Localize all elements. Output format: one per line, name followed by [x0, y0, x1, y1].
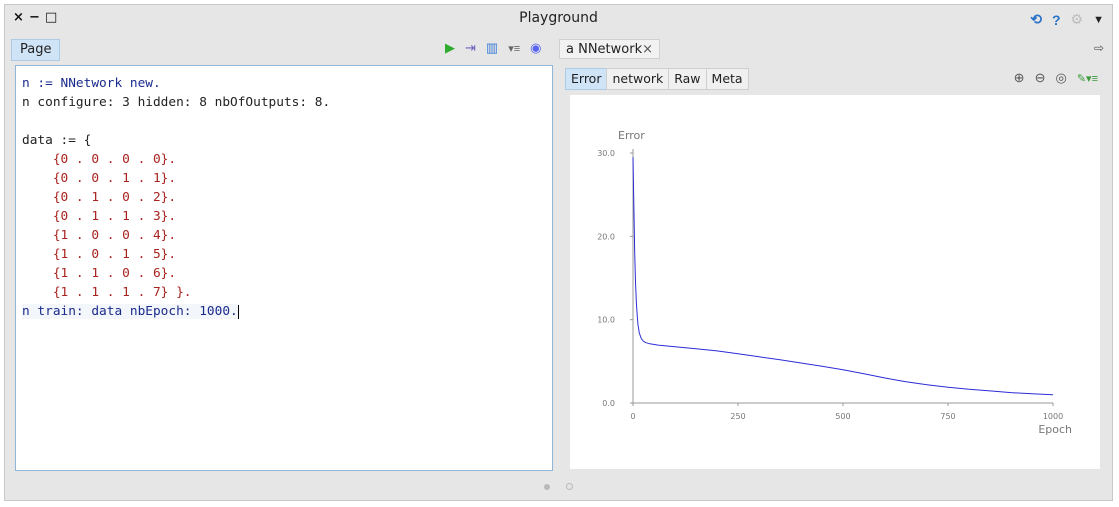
tab-nnetwork-label: a NNetwork [566, 42, 643, 57]
code-text: n := NNetwork new. n configure: 3 hidden… [22, 74, 330, 321]
code-line: {0 . 1 . 1 . 3}. [22, 209, 177, 224]
close-icon[interactable]: × [642, 42, 653, 57]
y-axis-label: Error [618, 129, 645, 142]
tab-network[interactable]: network [606, 68, 670, 90]
y-tick-label: 10.0 [597, 316, 615, 325]
playground-window: × − □ Playground ⟲ ? ⚙ ▼ Page ▶ ⇥ ▥ ▾≡ ◉… [4, 4, 1113, 501]
code-line: data := { [22, 133, 92, 148]
refresh-icon[interactable]: ⟲ [1030, 11, 1042, 27]
close-window-icon[interactable]: × [13, 10, 24, 25]
x-axis-label: Epoch [1038, 423, 1072, 436]
inspect-icon[interactable]: ⇥ [465, 40, 476, 55]
x-tick-label: 500 [835, 412, 850, 421]
zoom-reset-icon[interactable]: ◎ [1055, 70, 1067, 85]
tab-raw[interactable]: Raw [668, 68, 707, 90]
inspect-object-icon[interactable]: ⇨ [1093, 41, 1104, 55]
page-dot-active[interactable] [543, 484, 550, 490]
menu-icon[interactable]: ▾≡ [508, 42, 521, 55]
code-line: n := NNetwork new. [22, 76, 161, 91]
x-tick-label: 250 [730, 412, 745, 421]
tab-meta[interactable]: Meta [705, 68, 749, 90]
chevron-down-icon[interactable]: ▼ [1093, 13, 1104, 26]
minimize-window-icon[interactable]: − [29, 10, 40, 25]
zoom-out-icon[interactable]: ⊖ [1034, 70, 1046, 85]
code-line: n train: data nbEpoch: 1000. [22, 304, 239, 319]
run-icon[interactable]: ▶ [445, 40, 455, 55]
code-line: {0 . 1 . 0 . 2}. [22, 190, 177, 205]
title-bar: × − □ Playground ⟲ ? ⚙ ▼ [5, 5, 1112, 33]
tab-nnetwork[interactable]: a NNetwork × [559, 39, 660, 59]
code-line: {0 . 0 . 0 . 0}. [22, 152, 177, 167]
zoom-in-icon[interactable]: ⊕ [1013, 70, 1025, 85]
gear-icon[interactable]: ⚙ [1070, 11, 1084, 27]
tab-page[interactable]: Page [11, 39, 61, 61]
x-tick-label: 1000 [1043, 412, 1063, 421]
table-icon[interactable]: ▥ [485, 40, 499, 55]
x-tick-label: 0 [630, 412, 635, 421]
code-line: {0 . 0 . 1 . 1}. [22, 171, 177, 186]
y-tick-label: 20.0 [597, 232, 615, 241]
window-title: Playground [519, 10, 598, 26]
discord-icon[interactable]: ◉ [530, 40, 542, 55]
page-dot-inactive[interactable] [566, 483, 574, 490]
code-line: {1 . 0 . 1 . 5}. [22, 247, 177, 262]
options-icon[interactable]: ✎▾≡ [1076, 72, 1098, 85]
code-line: {1 . 1 . 1 . 7} }. [22, 285, 192, 300]
code-line: {1 . 0 . 0 . 4}. [22, 228, 177, 243]
help-icon[interactable]: ? [1051, 11, 1061, 28]
inspector-subtabs: Error network Raw Meta [565, 68, 749, 90]
maximize-window-icon[interactable]: □ [45, 10, 58, 25]
inspector-panel: Error network Raw Meta ⊕ ⊖ ◎ ✎▾≡ 0.0 10.0… [562, 65, 1106, 471]
tab-error[interactable]: Error [565, 68, 608, 90]
error-chart: 0.0 10.0 20.0 30.0 0 250 500 750 1000 Error Epoch [570, 95, 1100, 469]
error-chart-svg: 0.0 10.0 20.0 30.0 0 250 500 750 1000 Error Epoch [597, 129, 1072, 436]
code-line: n configure: 3 hidden: 8 nbOfOutputs: 8. [22, 95, 331, 110]
chart-toolbar: ⊕ ⊖ ◎ ✎▾≡ [1014, 70, 1098, 86]
code-line: {1 . 1 . 0 . 6}. [22, 266, 177, 281]
page-indicator [5, 478, 1112, 496]
code-editor[interactable]: n := NNetwork new. n configure: 3 hidden… [15, 65, 553, 471]
x-tick-label: 750 [940, 412, 955, 421]
y-tick-label: 30.0 [597, 149, 615, 158]
page-toolbar: ▶ ⇥ ▥ ▾≡ ◉ [445, 40, 542, 56]
y-tick-label: 0.0 [602, 399, 615, 408]
error-series-line [632, 157, 1054, 396]
text-caret [237, 304, 239, 319]
